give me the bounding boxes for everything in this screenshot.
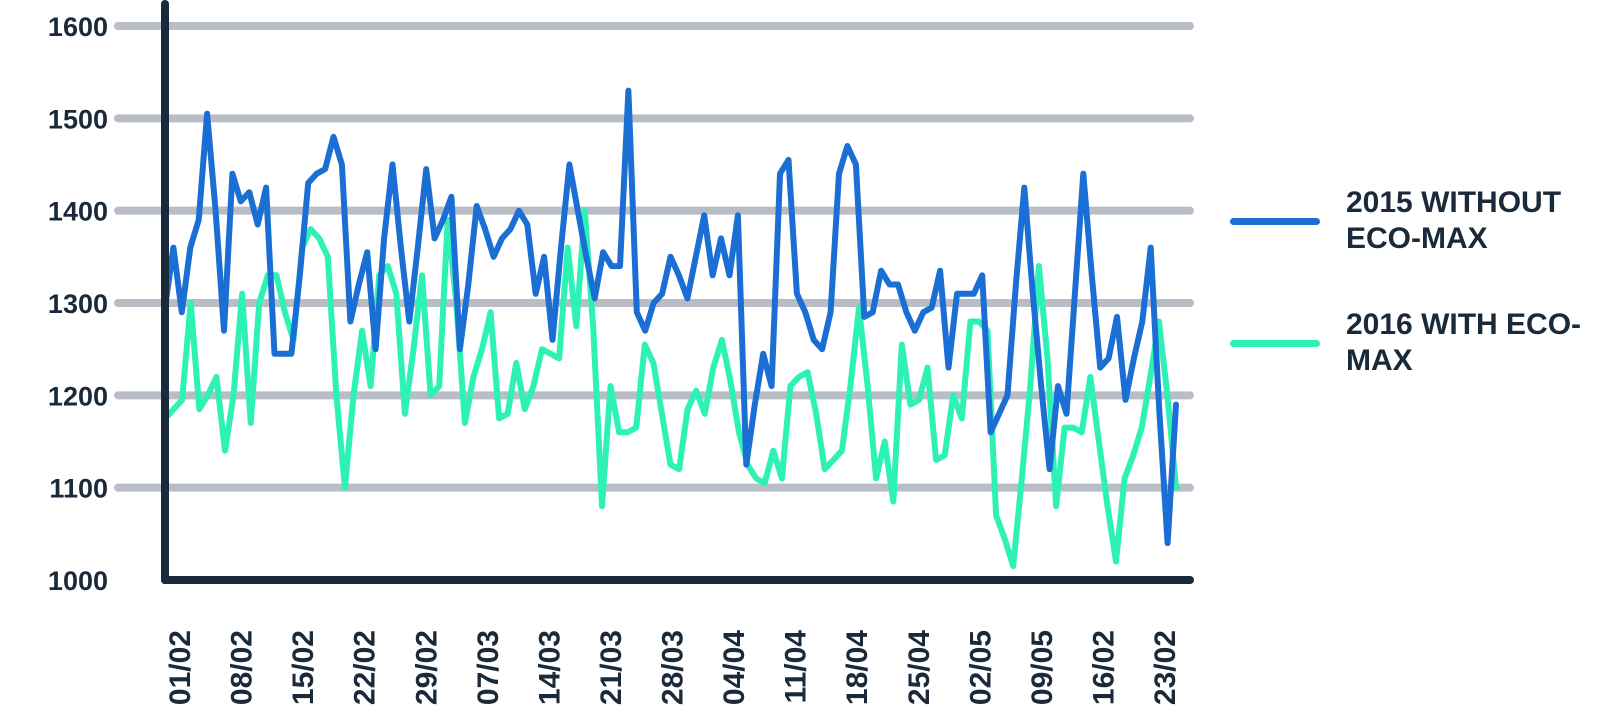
series-line-2015 xyxy=(162,87,1179,547)
legend-label-2015: 2015 WITHOUT ECO-MAX xyxy=(1346,186,1562,255)
x-tick-label-7: 21/03 xyxy=(595,630,628,705)
x-tick-label-4: 29/02 xyxy=(410,630,443,705)
x-tick-label-13: 02/05 xyxy=(964,630,997,705)
x-tick-label-9: 04/04 xyxy=(718,630,751,705)
legend-item-2015: 2015 WITHOUT ECO-MAX xyxy=(1230,185,1606,257)
x-tick-label-0: 01/02 xyxy=(164,630,197,705)
legend-label-2016: 2016 WITH ECO-MAX xyxy=(1346,308,1582,377)
x-tick-label-11: 18/04 xyxy=(841,630,874,705)
x-tick-label-16: 23/02 xyxy=(1149,630,1182,705)
x-axis-ticks: 01/02 08/02 15/02 22/02 29/02 07/03 14/03 21/03… xyxy=(164,630,1182,705)
y-tick-label-1000: 1000 xyxy=(48,566,108,596)
x-tick-label-14: 09/05 xyxy=(1026,630,1059,705)
legend-item-2016: 2016 WITH ECO-MAX xyxy=(1230,307,1606,379)
y-tick-label-1100: 1100 xyxy=(49,474,108,504)
x-tick-label-8: 28/03 xyxy=(657,630,690,705)
x-tick-label-12: 25/04 xyxy=(903,630,936,705)
x-tick-label-15: 16/02 xyxy=(1087,630,1120,705)
x-tick-label-10: 11/04 xyxy=(780,630,813,704)
legend: 2015 WITHOUT ECO-MAX 2016 WITH ECO-MAX xyxy=(1230,185,1606,429)
y-tick-label-1400: 1400 xyxy=(48,197,108,227)
y-tick-label-1300: 1300 xyxy=(48,289,108,319)
legend-swatch-2016 xyxy=(1230,339,1320,347)
series-line-2016 xyxy=(162,207,1179,570)
y-tick-label-1600: 1600 xyxy=(48,12,108,42)
x-tick-label-3: 22/02 xyxy=(349,630,382,705)
y-axis-ticks: 1000 1100 1200 1300 1400 1500 1600 xyxy=(48,12,108,596)
x-tick-label-2: 15/02 xyxy=(287,630,320,705)
legend-swatch-2015 xyxy=(1230,217,1320,225)
y-tick-label-1200: 1200 xyxy=(48,381,108,411)
axes xyxy=(161,0,1194,584)
x-tick-label-1: 08/02 xyxy=(226,630,259,705)
x-tick-label-6: 14/03 xyxy=(533,630,566,705)
series-lines xyxy=(162,87,1179,570)
x-tick-label-5: 07/03 xyxy=(472,630,505,705)
y-tick-label-1500: 1500 xyxy=(48,104,108,134)
